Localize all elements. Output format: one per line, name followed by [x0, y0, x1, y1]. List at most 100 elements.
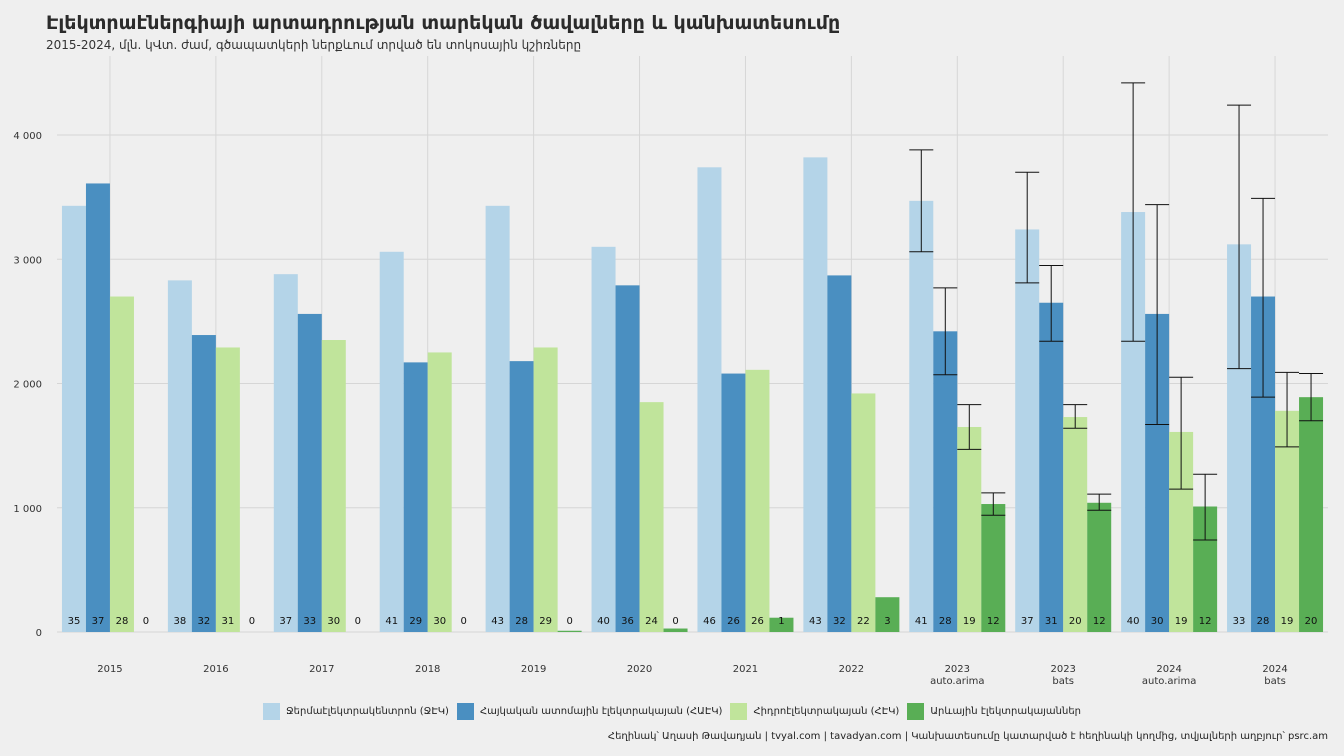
bar [557, 630, 582, 632]
share-label: 46 [703, 616, 716, 627]
share-label: 29 [409, 616, 422, 627]
share-label: 19 [963, 616, 976, 627]
bar [485, 205, 510, 632]
x-tick-label: 2020 [627, 664, 652, 675]
share-label: 30 [1151, 616, 1164, 627]
bar [167, 280, 192, 632]
share-label: 12 [1093, 616, 1106, 627]
legend-swatch-thermal [263, 703, 280, 720]
bar [1299, 397, 1324, 632]
legend-label-solar: Արևային էլեկտրակայաններ [930, 706, 1081, 717]
bar [827, 275, 852, 632]
share-label: 37 [1021, 616, 1034, 627]
share-label: 30 [433, 616, 446, 627]
share-label: 37 [92, 616, 105, 627]
share-label: 3 [884, 616, 890, 627]
share-label: 0 [143, 616, 149, 627]
bar [591, 246, 616, 632]
legend-swatch-nuclear [456, 703, 474, 720]
bar [297, 313, 322, 632]
x-tick-sublabel: auto.arima [1142, 676, 1196, 687]
share-label: 29 [539, 616, 552, 627]
share-label: 26 [751, 616, 764, 627]
legend-item-nuclear: Հայկական ատոմային էլեկտրակայան (ՀԱԷԿ) [456, 703, 723, 720]
bar [957, 426, 982, 632]
bar [745, 369, 770, 632]
share-label: 28 [1257, 616, 1270, 627]
bar [663, 628, 688, 632]
bar [639, 402, 664, 632]
share-label: 0 [672, 616, 678, 627]
bar [85, 183, 110, 632]
bar [615, 285, 640, 632]
share-label: 19 [1281, 616, 1294, 627]
share-label: 22 [857, 616, 870, 627]
bar [215, 347, 240, 632]
y-tick-label: 1 000 [13, 504, 42, 515]
x-tick-label: 2024 [1156, 664, 1181, 675]
share-label: 1 [778, 616, 784, 627]
share-label: 37 [279, 616, 292, 627]
share-label: 12 [987, 616, 1000, 627]
share-label: 31 [1045, 616, 1058, 627]
x-tick-label: 2023 [945, 664, 970, 675]
bar [61, 205, 86, 632]
bar [379, 251, 404, 633]
bar [981, 504, 1006, 632]
bar [1275, 410, 1300, 632]
share-label: 24 [645, 616, 658, 627]
share-label: 33 [303, 616, 316, 627]
bar [1039, 302, 1064, 632]
bar [509, 361, 534, 632]
share-label: 0 [566, 616, 572, 627]
bar [321, 340, 346, 632]
share-label: 19 [1175, 616, 1188, 627]
chart-title: Էլեկտրաէներգիայի արտադրության տարեկան ծա… [46, 12, 841, 34]
share-label: 12 [1199, 616, 1212, 627]
bar [191, 335, 216, 632]
x-tick-label: 2023 [1050, 664, 1075, 675]
share-label: 40 [1127, 616, 1140, 627]
share-label: 43 [491, 616, 504, 627]
share-label: 20 [1069, 616, 1082, 627]
legend-swatch-solar [907, 703, 925, 720]
share-label: 0 [461, 616, 467, 627]
share-label: 0 [249, 616, 255, 627]
legend-item-hydro: Հիդրոէլեկտրակայան (ՀԷԿ) [730, 703, 899, 720]
share-label: 32 [198, 616, 211, 627]
bar [1087, 502, 1112, 632]
share-label: 28 [515, 616, 528, 627]
x-tick-label: 2024 [1262, 664, 1287, 675]
x-tick-sublabel: bats [1264, 676, 1286, 687]
bar [273, 274, 298, 632]
x-tick-label: 2019 [521, 664, 546, 675]
legend-label-nuclear: Հայկական ատոմային էլեկտրակայան (ՀԱԷԿ) [479, 706, 723, 717]
share-label: 35 [68, 616, 81, 627]
bar [1015, 229, 1040, 632]
bar [909, 200, 934, 633]
bar [803, 157, 828, 633]
x-tick-label: 2017 [309, 664, 334, 675]
share-label: 41 [385, 616, 398, 627]
y-tick-label: 0 [36, 628, 42, 639]
x-tick-sublabel: bats [1052, 676, 1074, 687]
bar [851, 393, 876, 632]
bar [403, 362, 428, 632]
legend-label-thermal: Ջերմաէլեկտրակենտրոն (ՋԷԿ) [286, 706, 449, 717]
bar [933, 331, 958, 632]
share-label: 32 [833, 616, 846, 627]
share-label: 36 [621, 616, 634, 627]
x-tick-label: 2015 [97, 664, 122, 675]
bar [427, 352, 452, 632]
share-label: 26 [727, 616, 740, 627]
share-label: 38 [174, 616, 187, 627]
source-caption: Հեղինակ՝ Աղասի Թավադյան | tvyal.com | ta… [607, 731, 1328, 742]
legend: Ջերմաէլեկտրակենտրոն (ՋԷԿ) Հայկական ատոմա… [0, 703, 1344, 720]
bar [1063, 417, 1088, 632]
x-tick-label: 2018 [415, 664, 440, 675]
share-label: 31 [222, 616, 235, 627]
y-tick-label: 3 000 [13, 255, 42, 266]
x-tick-label: 2022 [839, 664, 864, 675]
legend-swatch-hydro [730, 703, 748, 720]
